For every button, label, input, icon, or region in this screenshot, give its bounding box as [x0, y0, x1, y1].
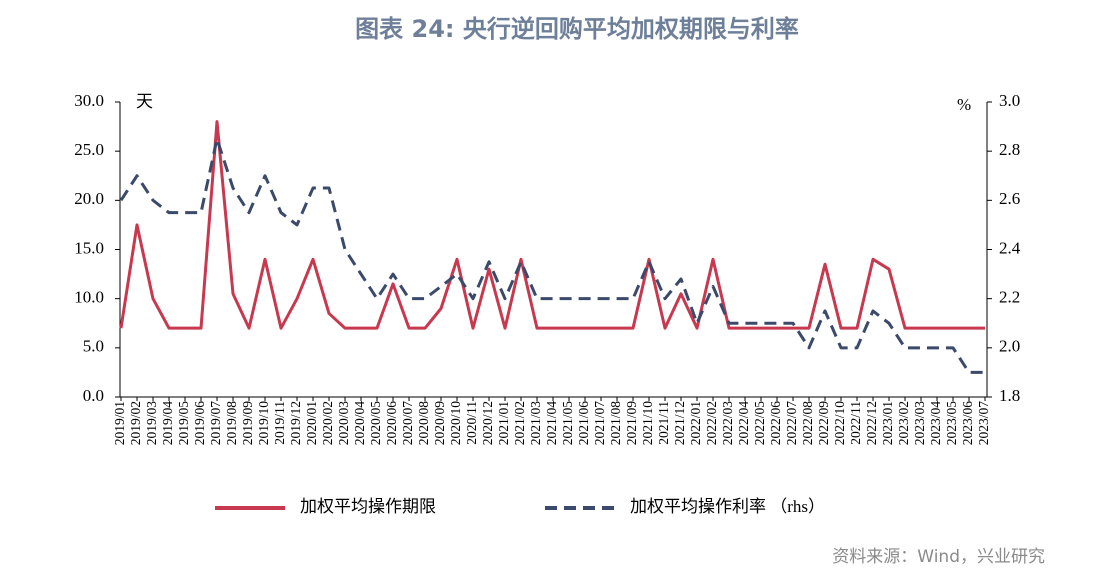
series-line	[119, 120, 985, 330]
x-tick-label: 2020/04	[352, 401, 367, 446]
x-tick-label: 2021/09	[624, 401, 639, 446]
x-tick-label: 2022/07	[784, 401, 799, 446]
y2-tick-label: 2.2	[999, 288, 1020, 307]
x-tick-label: 2022/05	[752, 401, 767, 446]
y2-tick-label: 2.8	[999, 140, 1020, 159]
x-tick-label: 2020/10	[448, 401, 463, 446]
y2-tick-label: 1.8	[999, 386, 1020, 405]
x-tick-label: 2022/09	[816, 401, 831, 446]
x-tick-label: 2021/10	[640, 401, 655, 446]
x-tick-label: 2021/04	[544, 401, 559, 446]
x-tick-label: 2020/03	[336, 401, 351, 446]
x-tick-label: 2022/12	[864, 401, 879, 445]
x-tick-label: 2020/09	[432, 401, 447, 446]
x-tick-label: 2022/03	[720, 401, 735, 446]
y2-unit: %	[957, 95, 971, 114]
x-tick-label: 2021/03	[528, 401, 543, 446]
x-tick-label: 2020/11	[464, 401, 479, 445]
x-tick-label: 2023/01	[880, 401, 895, 445]
y-tick-label: 25.0	[74, 140, 104, 159]
y2-tick-label: 2.4	[999, 238, 1021, 257]
y-tick-label: 15.0	[74, 238, 104, 257]
x-tick-label: 2022/06	[768, 401, 783, 446]
x-tick-label: 2023/03	[912, 401, 927, 446]
x-tick-label: 2020/12	[480, 401, 495, 445]
x-tick-label: 2020/07	[400, 401, 415, 446]
x-tick-label: 2023/02	[896, 401, 911, 445]
x-tick-label: 2022/08	[800, 401, 815, 446]
x-tick-label: 2020/08	[416, 401, 431, 446]
x-tick-label: 2023/04	[928, 401, 943, 446]
y-unit: 天	[136, 92, 153, 111]
x-tick-label: 2021/07	[592, 401, 607, 446]
x-tick-label: 2021/02	[512, 401, 527, 445]
x-tick-label: 2019/02	[128, 401, 143, 445]
x-tick-label: 2019/10	[256, 401, 271, 446]
source: 资料来源：Wind，兴业研究	[832, 547, 1045, 567]
y-tick-label: 0.0	[83, 386, 104, 405]
x-tick-label: 2021/06	[576, 401, 591, 446]
x-tick-label: 2019/01	[112, 401, 127, 445]
x-tick-label: 2019/03	[144, 401, 159, 446]
x-tick-label: 2021/08	[608, 401, 623, 446]
x-tick-label: 2019/04	[160, 401, 175, 446]
x-tick-label: 2023/07	[976, 401, 991, 446]
y-tick-label: 5.0	[83, 337, 104, 356]
chart-title: 图表 24: 央行逆回购平均加权期限与利率	[355, 15, 799, 43]
x-tick-label: 2022/01	[688, 401, 703, 445]
y-tick-label: 20.0	[74, 189, 104, 208]
x-tick-label: 2019/12	[288, 401, 303, 445]
series-line	[119, 137, 985, 374]
legend-label: 加权平均操作期限	[300, 497, 436, 516]
x-tick-label: 2021/11	[656, 401, 671, 445]
x-tick-label: 2020/05	[368, 401, 383, 446]
x-tick-label: 2022/10	[832, 401, 847, 446]
y2-tick-label: 3.0	[999, 91, 1020, 110]
x-tick-label: 2023/05	[944, 401, 959, 446]
x-tick-label: 2023/06	[960, 401, 975, 446]
x-tick-label: 2019/06	[192, 401, 207, 446]
x-tick-label: 2019/11	[272, 401, 287, 445]
x-tick-label: 2021/05	[560, 401, 575, 446]
y-tick-label: 30.0	[74, 91, 104, 110]
x-tick-label: 2019/07	[208, 401, 223, 446]
x-tick-label: 2019/05	[176, 401, 191, 446]
y2-tick-label: 2.6	[999, 189, 1020, 208]
x-tick-label: 2019/09	[240, 401, 255, 446]
x-tick-label: 2019/08	[224, 401, 239, 446]
x-tick-label: 2021/12	[672, 401, 687, 445]
x-tick-label: 2022/04	[736, 401, 751, 446]
x-tick-label: 2020/06	[384, 401, 399, 446]
y2-tick-label: 2.0	[999, 337, 1020, 356]
x-tick-label: 2020/01	[304, 401, 319, 445]
legend-label: 加权平均操作利率 （rhs）	[630, 497, 825, 516]
x-tick-label: 2020/02	[320, 401, 335, 445]
x-tick-label: 2022/02	[704, 401, 719, 445]
x-tick-label: 2022/11	[848, 401, 863, 445]
y-tick-label: 10.0	[74, 288, 104, 307]
x-tick-label: 2021/01	[496, 401, 511, 445]
